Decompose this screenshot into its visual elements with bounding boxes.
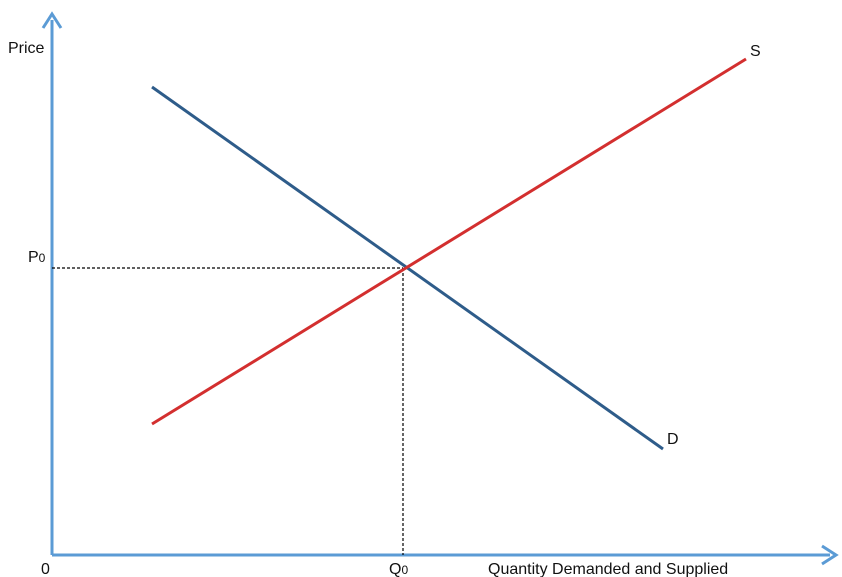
origin-label: 0 [41, 561, 50, 577]
quantity-subscript: 0 [401, 563, 408, 577]
y-axis-arrowhead [41, 11, 63, 29]
y-axis-label: Price [8, 40, 45, 57]
equilibrium-quantity-label: Q0 [389, 561, 408, 577]
supply-label: S [750, 43, 761, 60]
price-letter: P [28, 249, 39, 266]
equilibrium-price-label: P0 [28, 249, 46, 266]
price-subscript: 0 [39, 251, 46, 265]
quantity-letter: Q [389, 561, 401, 577]
supply-curve [151, 57, 747, 426]
x-axis-arrowhead [821, 544, 839, 566]
demand-label: D [667, 431, 679, 448]
x-axis-label: Quantity Demanded and Supplied [488, 561, 728, 577]
